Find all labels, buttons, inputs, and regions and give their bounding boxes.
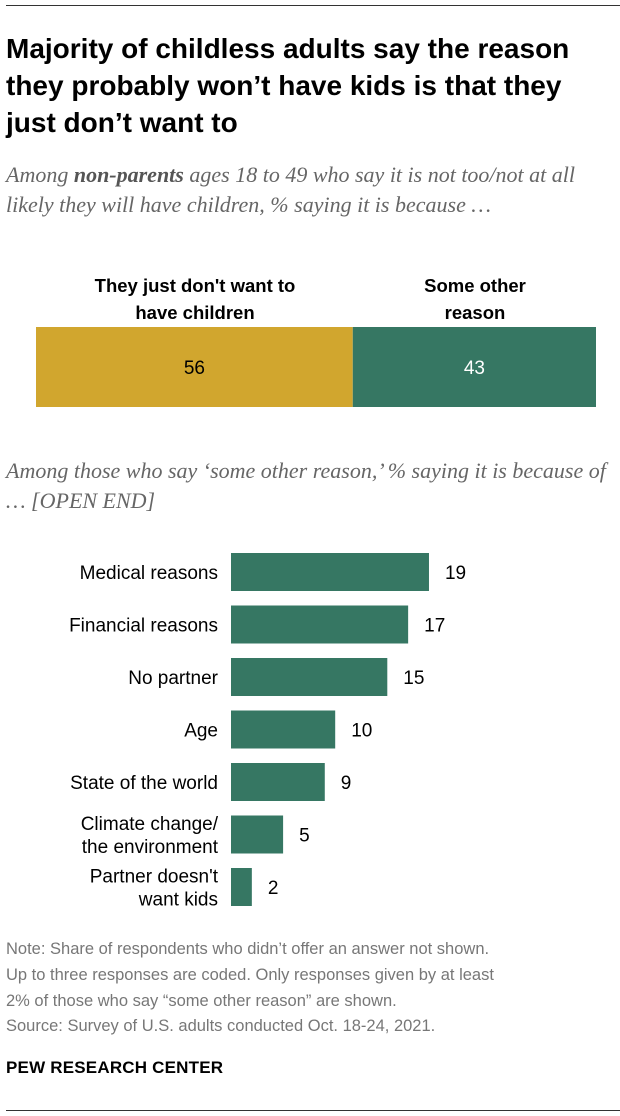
top-rule: [6, 5, 620, 6]
subtitle-rest: ages 18 to 49 who say it is not too/not …: [6, 162, 575, 217]
bottom-rule: [6, 1110, 620, 1111]
chart2-subtitle: Among those who say ‘some other reason,’…: [6, 458, 606, 513]
stack-label-dont-want: They just don't want to have children: [36, 272, 354, 326]
bar: [231, 868, 252, 906]
bar-value-label: 10: [351, 721, 372, 742]
category-label: Partner doesn't: [90, 867, 219, 888]
brand-name: PEW RESEARCH CENTER: [6, 1058, 224, 1077]
subtitle-emphasis: non-parents: [73, 162, 184, 187]
note-line: Up to three responses are coded. Only re…: [6, 966, 494, 984]
note-line: 2% of those who say “some other reason” …: [6, 992, 397, 1010]
source: Source: Survey of U.S. adults conducted …: [6, 1017, 436, 1035]
stack-label-line: Some other: [424, 275, 526, 296]
category-label: want kids: [138, 890, 218, 911]
category-label: No partner: [128, 668, 218, 689]
category-label: Financial reasons: [69, 616, 218, 637]
category-label: the environment: [82, 837, 219, 858]
bar-value-label: 19: [445, 563, 466, 584]
bar-value-label: 9: [341, 773, 352, 794]
bar-value-label: 15: [403, 668, 424, 689]
category-label: Climate change/: [81, 814, 219, 835]
stack-label-line: reason: [444, 302, 506, 323]
bar: [231, 553, 429, 591]
bar: [231, 815, 284, 854]
bar: [231, 710, 336, 749]
subtitle-prefix: Among: [6, 162, 74, 187]
bar-value-label: 2: [268, 878, 279, 899]
stack-label-other-reason: Some other reason: [354, 272, 596, 326]
stacked-segment: [352, 327, 596, 407]
reasons-bar-chart: 19 Medical reasons 17 Financial reasons 15 No…: [69, 553, 466, 911]
stack-label-line: They just don't want to: [94, 275, 296, 296]
chart-subtitle: Among non-parents ages 18 to 49 who say …: [6, 160, 618, 220]
bar: [231, 763, 325, 801]
note: Note: Share of respondents who didn’t of…: [6, 936, 618, 1014]
chart-title: Majority of childless adults say the rea…: [6, 33, 570, 138]
category-label: Medical reasons: [80, 563, 218, 584]
bar: [231, 658, 388, 696]
bar: [231, 605, 409, 644]
note-line: Note: Share of respondents who didn’t of…: [6, 940, 490, 958]
stack-label-line: have children: [135, 302, 255, 323]
stacked-bar-chart: 56 43: [36, 327, 596, 407]
category-label: State of the world: [70, 773, 218, 794]
segment-value-label: 43: [464, 358, 485, 379]
bar-value-label: 17: [424, 616, 445, 637]
bar-value-label: 5: [299, 826, 310, 847]
stacked-segment: [36, 327, 353, 407]
category-label: Age: [184, 721, 218, 742]
segment-value-label: 56: [184, 358, 205, 379]
